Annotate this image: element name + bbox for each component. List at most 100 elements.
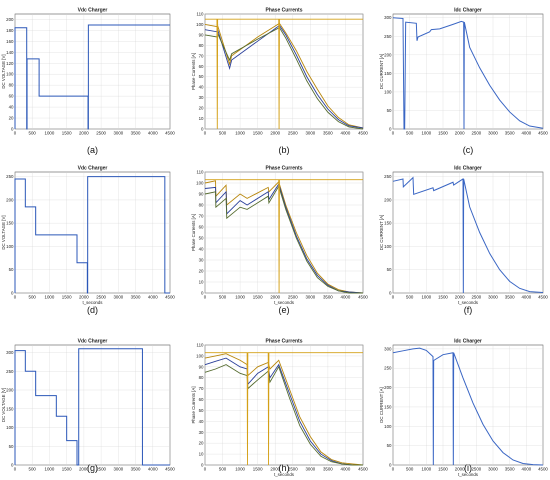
chart-title: Vdc Charger <box>78 339 108 345</box>
x-tick-label: 500 <box>219 131 227 136</box>
y-tick-label: 60 <box>9 94 14 99</box>
x-tick-label: 500 <box>219 295 227 300</box>
x-tick-label: 3500 <box>323 131 333 136</box>
x-tick-label: 2500 <box>288 131 298 136</box>
chart-title: Vdc Charger <box>78 8 108 14</box>
y-tick-label: 80 <box>199 43 204 48</box>
x-tick-label: 2000 <box>455 295 465 300</box>
x-tick-label: 0 <box>14 467 17 472</box>
y-tick-label: 60 <box>199 64 204 69</box>
x-tick-label: 3000 <box>488 467 498 472</box>
x-tick-label: 3000 <box>113 131 123 136</box>
y-tick-label: 100 <box>384 424 392 429</box>
y-tick-label: 300 <box>384 346 392 351</box>
x-tick-label: 4500 <box>165 295 175 300</box>
y-tick-label: 250 <box>6 369 14 374</box>
y-tick-label: 80 <box>199 203 204 208</box>
y-axis-label: Phase Currents [A] <box>191 214 196 251</box>
x-tick-label: 4500 <box>538 295 548 300</box>
x-tick-label: 0 <box>392 467 395 472</box>
y-tick-label: 100 <box>6 425 14 430</box>
x-tick-label: 2000 <box>270 467 280 472</box>
y-tick-label: 180 <box>6 28 14 33</box>
panel-label: (a) <box>87 145 98 155</box>
y-tick-label: 100 <box>196 353 204 358</box>
x-tick-label: 1000 <box>235 131 245 136</box>
panel-a: 0 500 1000 1500 2000 2500 3000 3500 4000 4500 0 20 4… <box>1 8 175 156</box>
y-axis-label: DC VOLTAGE [V] <box>1 388 6 422</box>
x-tick-label: 1500 <box>253 467 263 472</box>
x-tick-label: 2500 <box>471 131 481 136</box>
plot-area <box>204 344 364 466</box>
series-line-1 <box>204 22 364 129</box>
plot-area <box>392 171 544 294</box>
x-tick-label: 3000 <box>305 131 315 136</box>
x-tick-label: 2500 <box>96 295 106 300</box>
panel-c: 0 500 1000 1500 2000 2500 3000 3500 4000 4500 0 50 1… <box>379 8 548 156</box>
y-tick-label: 250 <box>6 174 14 179</box>
x-tick-label: 4500 <box>358 131 368 136</box>
y-tick-label: 0 <box>389 291 392 296</box>
x-axis-label: t_seconds <box>82 300 103 305</box>
y-tick-label: 50 <box>9 267 14 272</box>
y-tick-label: 250 <box>384 34 392 39</box>
x-tick-label: 2000 <box>270 131 280 136</box>
x-tick-label: 2500 <box>96 467 106 472</box>
y-tick-label: 200 <box>6 17 14 22</box>
y-tick-label: 50 <box>387 267 392 272</box>
x-tick-label: 1500 <box>253 295 263 300</box>
series-line-3 <box>204 26 364 130</box>
y-tick-label: 70 <box>199 53 204 58</box>
y-tick-label: 0 <box>389 127 392 132</box>
y-tick-label: 0 <box>201 463 204 468</box>
y-tick-label: 100 <box>384 244 392 249</box>
panel-label: (g) <box>87 463 98 473</box>
x-tick-label: 0 <box>392 295 395 300</box>
y-tick-label: 60 <box>199 397 204 402</box>
x-tick-label: 4000 <box>148 467 158 472</box>
x-tick-label: 1500 <box>62 295 72 300</box>
y-tick-label: 0 <box>389 463 392 468</box>
y-tick-label: 90 <box>199 32 204 37</box>
x-tick-label: 1500 <box>62 467 72 472</box>
x-tick-label: 3500 <box>323 467 333 472</box>
y-tick-label: 0 <box>11 291 14 296</box>
x-tick-label: 2500 <box>288 295 298 300</box>
y-tick-label: 70 <box>199 386 204 391</box>
x-tick-label: 1500 <box>438 467 448 472</box>
x-tick-label: 1000 <box>45 467 55 472</box>
y-tick-label: 80 <box>199 375 204 380</box>
y-tick-label: 30 <box>199 258 204 263</box>
x-tick-label: 4500 <box>358 295 368 300</box>
x-tick-label: 2500 <box>96 131 106 136</box>
x-tick-label: 500 <box>29 467 37 472</box>
series-line-2 <box>204 183 364 294</box>
y-tick-label: 90 <box>199 364 204 369</box>
y-tick-label: 150 <box>384 404 392 409</box>
x-tick-label: 4000 <box>521 295 531 300</box>
panel-label: (i) <box>464 463 472 473</box>
panel-h: 0 500 1000 1500 2000 2500 3000 3500 4000 4500 0 10 2… <box>191 339 368 478</box>
y-axis-label: DC VOLTAGE [V] <box>1 215 6 249</box>
series-line-1 <box>392 176 544 294</box>
plot-area <box>204 171 364 294</box>
x-tick-label: 4500 <box>165 131 175 136</box>
x-tick-label: 1000 <box>421 467 431 472</box>
y-tick-label: 80 <box>9 83 14 88</box>
plot-area <box>392 13 544 130</box>
x-tick-label: 1000 <box>45 131 55 136</box>
x-tick-label: 4500 <box>165 467 175 472</box>
x-tick-label: 4500 <box>538 467 548 472</box>
y-tick-label: 150 <box>6 406 14 411</box>
x-tick-label: 0 <box>204 467 207 472</box>
x-tick-label: 3000 <box>113 295 123 300</box>
y-tick-label: 300 <box>384 15 392 20</box>
chart-title: Vdc Charger <box>78 166 108 172</box>
x-tick-label: 4500 <box>538 131 548 136</box>
y-tick-label: 200 <box>6 197 14 202</box>
x-tick-label: 1000 <box>235 467 245 472</box>
chart-title: Idc Charger <box>454 166 482 172</box>
y-tick-label: 50 <box>199 408 204 413</box>
y-tick-label: 100 <box>384 89 392 94</box>
